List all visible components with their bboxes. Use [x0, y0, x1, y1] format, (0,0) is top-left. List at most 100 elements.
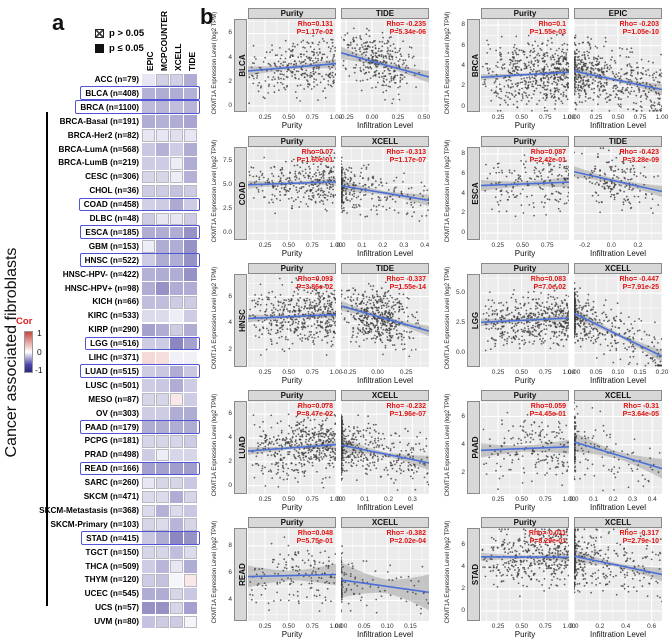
heatmap-cell: [170, 504, 183, 518]
heatmap-cell: [184, 601, 197, 615]
p-value: P=3.28e-09: [622, 157, 659, 165]
p-value: P=2.42e-01: [529, 157, 566, 165]
y-tick-label: 8: [228, 541, 232, 549]
y-tick-label: 5.0: [222, 180, 232, 188]
x-tick-label: 0.0: [606, 241, 616, 249]
x-tick-label: -0.25: [338, 113, 354, 121]
rho-value: Rho= -0.232: [386, 402, 427, 410]
correlation-annotation: Rho=0.07 P=1.60e-01: [248, 149, 333, 166]
cancer-strip: [467, 147, 480, 240]
y-tick-label: 5.0: [455, 289, 465, 297]
x-tick-label: 0.25: [589, 113, 603, 121]
heatmap-row-label: HNSC-HPV+ (n=98): [30, 282, 139, 296]
heatmap-cell: [184, 490, 197, 504]
correlation-annotation: Rho= -0.313 P=1.17e-07: [341, 148, 427, 166]
x-tick-label: 0.15: [404, 622, 417, 630]
y-tick-label: 6: [228, 292, 232, 300]
highlight-box: [80, 225, 200, 240]
cancer-strip: [467, 274, 480, 367]
x-tick-label: 0.3: [399, 241, 409, 249]
scatter-plot: [574, 19, 662, 112]
heatmap-row-label-text: LUAD (n=515): [85, 366, 139, 376]
heatmap-row-label-text: UCEC (n=545): [84, 589, 139, 599]
x-tick-label: 1.00: [655, 113, 669, 121]
p-value: P=1.60e-01: [296, 157, 333, 165]
heatmap-row-label-text: HNSC-HPV- (n=422): [62, 269, 139, 279]
heatmap-cell: [170, 157, 183, 170]
panel-header: XCELL: [574, 517, 662, 528]
x-axis-label: Purity: [281, 249, 303, 258]
y-tick-label: 2: [461, 82, 465, 90]
correlation-annotation: Rho= -0.337 P=1.55e-14: [341, 276, 427, 293]
cor-tick-1: 1: [37, 328, 42, 338]
heatmap-row-label: SKCM-Metastasis (n=368): [30, 504, 139, 518]
rho-value: Rho=0.059: [530, 402, 566, 410]
heatmap-cell: [170, 170, 183, 184]
heatmap-cell: [142, 212, 155, 226]
heatmap-cell: [184, 143, 197, 156]
heatmap-cell: [156, 365, 169, 379]
rho-value: Rho= -0.313: [386, 148, 427, 156]
cor-colorbar: [24, 331, 33, 373]
heatmap-cell: [170, 379, 183, 392]
y-tick-label: 0.0: [455, 348, 465, 356]
heatmap-cell: [184, 226, 197, 240]
heatmap-row-label-text: READ (n=166): [84, 464, 139, 474]
heatmap-cell: [156, 337, 169, 351]
heatmap-cell: [170, 546, 183, 559]
heatmap-row-label-text: LIHC (n=371): [88, 353, 139, 362]
cor-tick-neg1: -1: [35, 365, 43, 375]
heatmap-cell: [156, 421, 169, 434]
heatmap-row-label: MESO (n=87): [30, 393, 139, 407]
panel-header: TIDE: [574, 136, 662, 147]
scatter-group: CKMT1A Expression Level (log2 TPM) 0.0 2.5…: [444, 263, 668, 387]
heatmap-row-label-text: PCPG (n=181): [84, 436, 139, 446]
p-value: P=5.34e-06: [389, 29, 426, 37]
scatter-plot: [341, 401, 429, 494]
heatmap-cell: [184, 532, 197, 545]
heatmap-cell: [184, 254, 197, 267]
heatmap-cell: [142, 282, 155, 295]
y-tick-label: 4: [461, 440, 465, 448]
y-tick-label: 4: [228, 596, 232, 604]
heatmap-cell: [184, 212, 197, 226]
x-tick-label: 0.75: [306, 368, 319, 376]
scatter-plot: [481, 401, 569, 494]
scatter-plot: [481, 274, 569, 367]
highlight-box: [85, 336, 200, 351]
x-tick-label: 0.10: [380, 622, 394, 630]
scatter-group: CKMT1A Expression Level (log2 TPM) 0 2 4 6 8 E…: [444, 136, 662, 260]
cancer-strip: [234, 528, 247, 621]
cancer-strip: [234, 401, 247, 494]
heatmap-cell: [156, 448, 169, 462]
heatmap-cell: [142, 337, 155, 351]
y-tick-label: 6: [228, 29, 232, 37]
y-tick-label: 4: [228, 433, 232, 441]
correlation-annotation: Rho= -0.31 P=3.64e-05: [574, 403, 659, 420]
y-tick-label: 6: [228, 569, 232, 577]
heatmap-cell: [156, 435, 169, 448]
x-axis-label: Purity: [281, 121, 303, 130]
legend-nonsig-label: p > 0.05: [109, 28, 145, 39]
heatmap-row-label-text: BRCA-Her2 (n=82): [67, 130, 139, 140]
heatmap-cell: [156, 560, 169, 573]
p-value: P=2.02e-04: [389, 538, 426, 546]
heatmap-cell: [184, 87, 197, 101]
y-tick-label: 2.5: [455, 318, 465, 326]
scatter-group: CKMT1A Expression Level (log2 TPM) 2 4 6 PAA…: [444, 390, 662, 514]
heatmap-cell: [142, 435, 155, 448]
heatmap-cell: [142, 379, 155, 392]
heatmap-cell: [156, 601, 169, 615]
y-tick-label: 0: [461, 607, 465, 615]
heatmap-cell: [184, 615, 197, 629]
highlight-box: [75, 100, 200, 114]
x-axis-label: Infiltration Level: [356, 503, 414, 512]
heatmap-cell: [170, 73, 183, 87]
panel-header: Purity: [481, 136, 569, 147]
heatmap-row-label-text: BRCA (n=1100): [80, 102, 139, 112]
heatmap-row-label-text: CHOL (n=36): [89, 186, 139, 196]
heatmap-cell: [142, 615, 155, 629]
x-tick-label: 1.00: [329, 622, 343, 630]
heatmap-row-label: GBM (n=153): [30, 240, 139, 254]
x-tick-label: 0.25: [258, 495, 272, 503]
